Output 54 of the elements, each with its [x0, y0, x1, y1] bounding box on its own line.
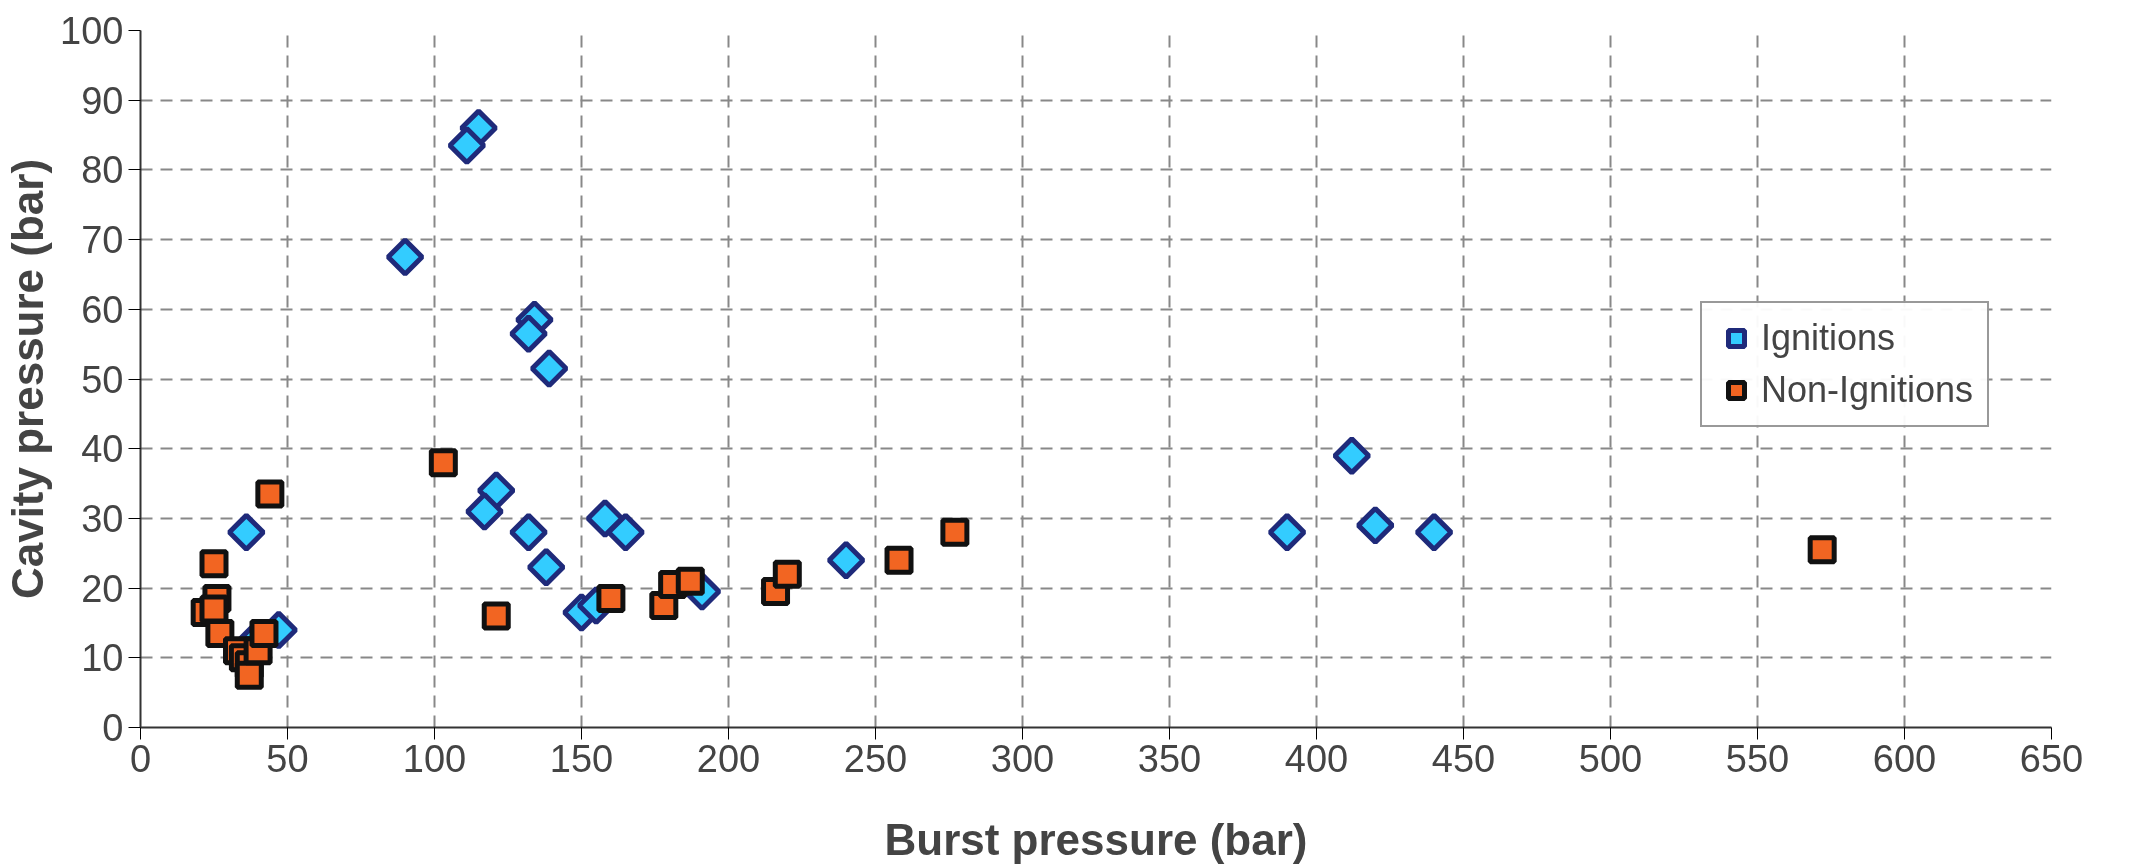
x-tick-label: 500 [1578, 737, 1643, 780]
x-tick-label: 450 [1431, 737, 1496, 780]
x-tick-label: 100 [402, 737, 467, 780]
point [481, 601, 511, 631]
point [940, 517, 970, 547]
y-tick-label: 90 [81, 79, 124, 122]
y-tick-label: 70 [81, 219, 124, 262]
point [772, 559, 802, 589]
point [1414, 512, 1454, 552]
point [234, 660, 264, 690]
x-tick-label: 350 [1137, 737, 1202, 780]
point [529, 349, 569, 389]
point [884, 545, 914, 575]
y-axis-title: Cavity pressure (bar) [3, 158, 53, 600]
point [606, 512, 646, 552]
point [509, 314, 549, 354]
x-tick-label: 400 [1284, 737, 1349, 780]
point [526, 547, 566, 587]
y-tick-label: 50 [81, 358, 124, 401]
x-tick-label: 650 [2019, 737, 2084, 780]
y-tick-label: 100 [60, 10, 124, 52]
x-tick-label: 600 [1872, 737, 1937, 780]
point [596, 584, 626, 614]
x-tick-label: 150 [549, 737, 614, 780]
x-tick-label: 50 [266, 737, 309, 780]
point [249, 618, 279, 648]
y-tick-label: 10 [81, 637, 124, 680]
point [428, 448, 458, 478]
point [1267, 512, 1307, 552]
point [255, 479, 285, 509]
point [226, 512, 266, 552]
point [1807, 535, 1837, 565]
y-tick-label: 0 [102, 707, 124, 749]
point [826, 540, 866, 580]
point [1355, 505, 1395, 545]
x-tick-label: 250 [843, 737, 908, 780]
y-tick-label: 20 [81, 567, 124, 610]
x-tick-label: 300 [990, 737, 1055, 780]
legend-label: Non-Ignitions [1761, 369, 1974, 411]
y-tick-label: 30 [81, 497, 124, 540]
point [1332, 436, 1372, 476]
point [385, 237, 425, 277]
point [447, 126, 487, 165]
x-tick-label: 0 [129, 737, 152, 780]
y-tick-label: 60 [81, 288, 124, 331]
x-axis-title: Burst pressure (bar) [884, 814, 1308, 864]
point [199, 549, 229, 579]
y-tick-label: 80 [81, 149, 124, 192]
legend-label: Ignitions [1761, 317, 1896, 359]
point [465, 491, 504, 531]
point [509, 512, 549, 552]
x-tick-label: 550 [1725, 737, 1790, 780]
y-tick-label: 40 [81, 428, 124, 471]
x-tick-label: 200 [696, 737, 761, 780]
